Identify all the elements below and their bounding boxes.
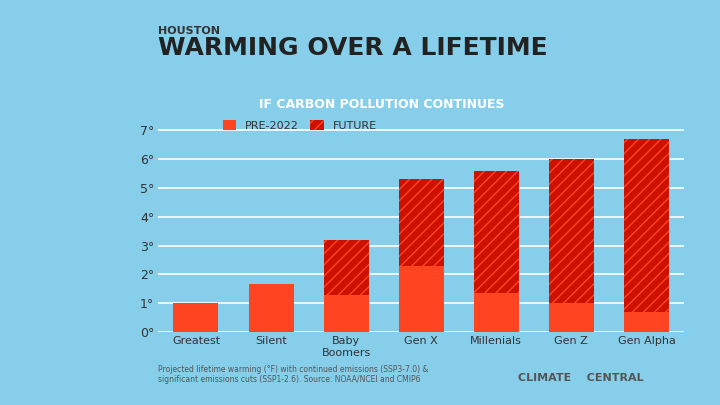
Bar — [323, 240, 369, 294]
Bar — [174, 303, 218, 332]
Bar — [624, 139, 669, 312]
Bar — [474, 171, 519, 293]
Bar — [549, 303, 594, 332]
Bar — [399, 266, 444, 332]
Bar — [323, 294, 369, 332]
Bar — [624, 312, 669, 332]
Bar — [549, 159, 594, 303]
Text: CLIMATE    CENTRAL: CLIMATE CENTRAL — [518, 373, 644, 383]
Text: WARMING OVER A LIFETIME: WARMING OVER A LIFETIME — [158, 36, 548, 60]
Legend: PRE-2022, FUTURE: PRE-2022, FUTURE — [219, 116, 381, 135]
Bar — [248, 284, 294, 332]
Text: Projected lifetime warming (°F) with continued emissions (SSP3-7.0) &
significan: Projected lifetime warming (°F) with con… — [158, 364, 429, 384]
Text: HOUSTON: HOUSTON — [158, 26, 220, 36]
Bar — [474, 293, 519, 332]
Bar — [399, 179, 444, 266]
Text: IF CARBON POLLUTION CONTINUES: IF CARBON POLLUTION CONTINUES — [259, 98, 504, 111]
